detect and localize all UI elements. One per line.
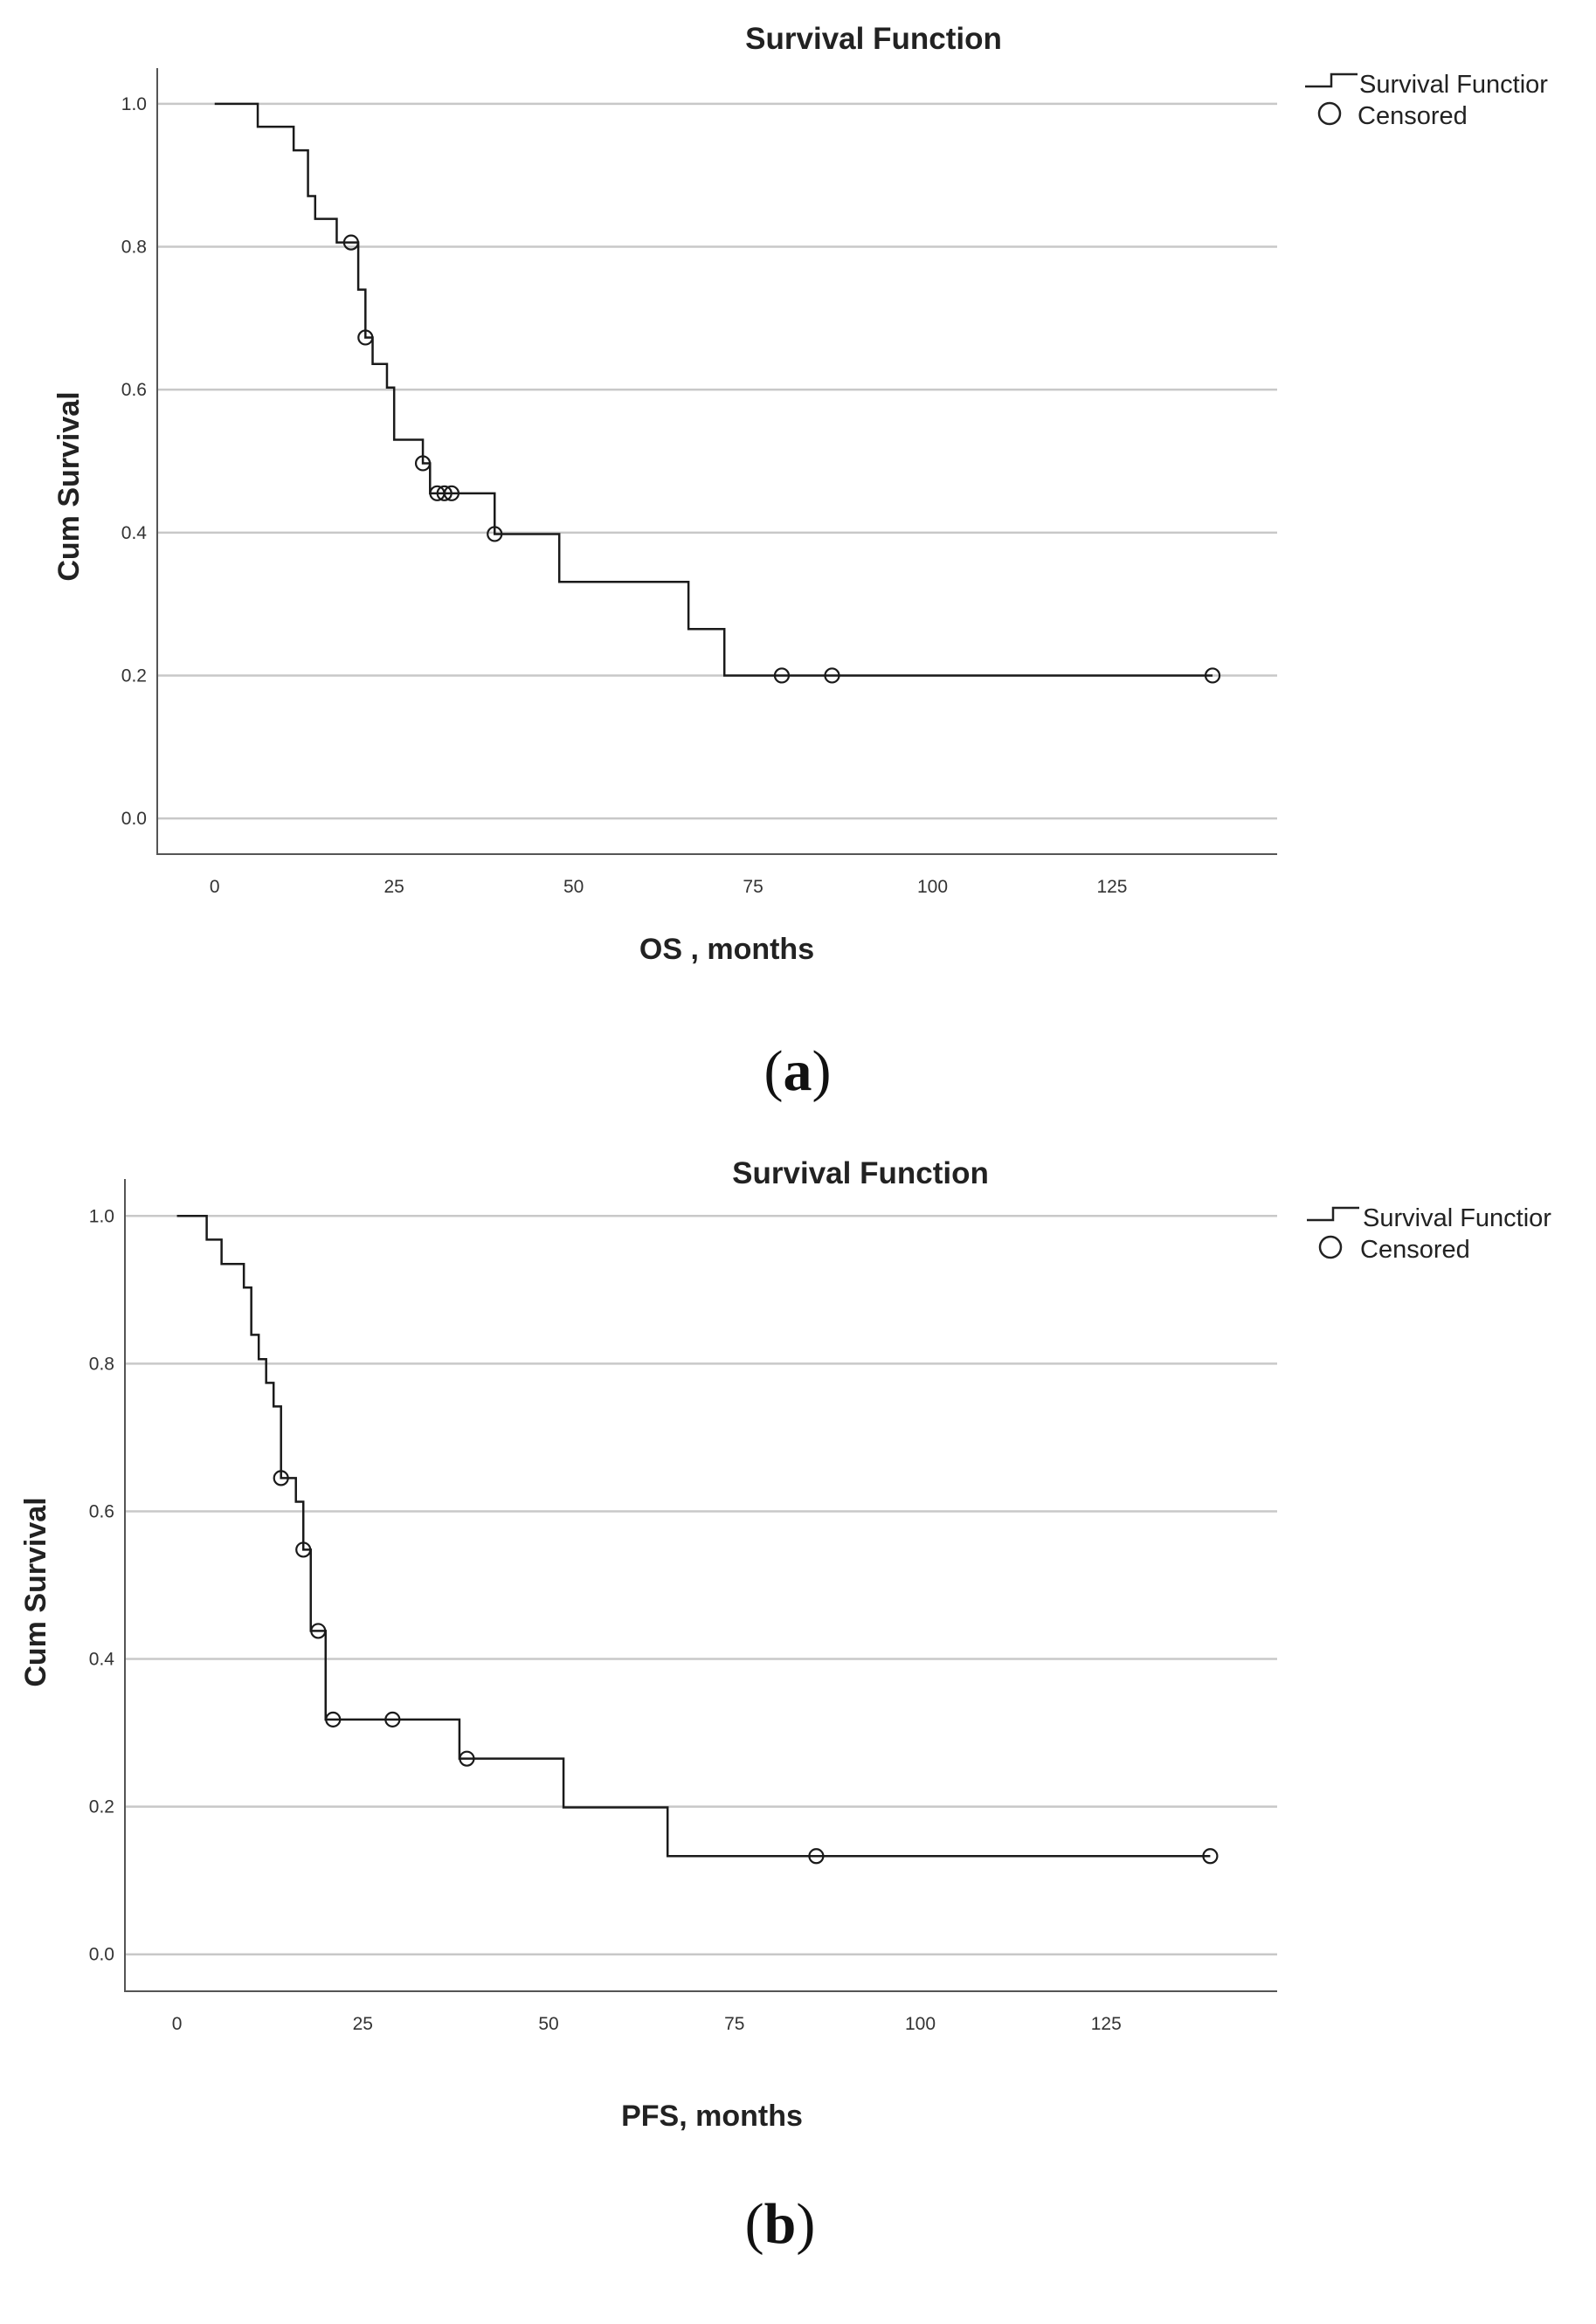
censored-point (342, 234, 359, 251)
y-tick-label: 0.6 (89, 1501, 114, 1521)
x-tick-label: 50 (538, 2014, 558, 2034)
y-tick-label: 0.0 (121, 809, 147, 829)
legend-label-survival: Survival Functior (1363, 1204, 1551, 1232)
y-tick-label: 0.2 (121, 665, 147, 686)
censored-point (773, 667, 791, 684)
legend: Survival Functior Censored (1307, 1204, 1551, 1264)
y-tick-labels: 0.0 0.2 0.4 0.6 0.8 1.0 (121, 94, 148, 829)
x-tick-label: 0 (210, 877, 220, 897)
censored-point (443, 485, 460, 501)
gridlines (157, 102, 1277, 820)
y-tick-label: 0.8 (121, 238, 147, 258)
y-axis-label: Cum Survival (52, 391, 86, 581)
legend-label-censored: Censored (1360, 1236, 1470, 1264)
x-tick-label: 125 (1096, 877, 1127, 897)
censored-point (310, 1623, 327, 1639)
y-tick-label: 0.6 (121, 380, 147, 400)
censored-point (824, 667, 840, 684)
censored-markers (342, 234, 1221, 684)
censored-point (414, 455, 432, 472)
x-tick-labels: 0 25 50 75 100 125 (210, 877, 1128, 897)
x-tick-label: 75 (724, 2014, 744, 2034)
y-tick-label: 1.0 (121, 94, 147, 114)
legend-label-censored: Censored (1358, 102, 1468, 130)
x-tick-label: 75 (743, 877, 763, 897)
censored-point (436, 485, 453, 501)
y-tick-labels: 0.0 0.2 0.4 0.6 0.8 1.0 (89, 1206, 115, 1964)
censored-point (459, 1750, 475, 1767)
x-tick-label: 125 (1091, 2014, 1122, 2034)
x-tick-label: 100 (905, 2014, 936, 2034)
axes-frame (156, 68, 1277, 855)
legend-circle-icon (1318, 1235, 1343, 1259)
gridlines (125, 1215, 1277, 1955)
censored-point (1202, 1848, 1219, 1865)
legend-label-survival: Survival Functior (1359, 71, 1548, 99)
axes-frame (124, 1179, 1277, 1992)
x-axis-label: OS , months (639, 933, 814, 966)
x-tick-label: 100 (917, 877, 948, 897)
y-tick-label: 0.4 (121, 523, 148, 543)
y-tick-label: 1.0 (89, 1206, 114, 1226)
panel-label-a: (a) (764, 1039, 832, 1103)
legend-line-icon (1305, 72, 1358, 88)
y-tick-label: 0.2 (89, 1797, 114, 1817)
censored-point (808, 1848, 825, 1865)
x-tick-label: 50 (563, 877, 584, 897)
censored-point (487, 526, 503, 542)
censored-point (1204, 667, 1221, 684)
x-tick-labels: 0 25 50 75 100 125 (172, 2014, 1122, 2034)
censored-point (325, 1711, 342, 1727)
censored-point (273, 1470, 289, 1486)
x-tick-label: 25 (353, 2014, 373, 2034)
censored-point (295, 1541, 312, 1558)
survival-curve (176, 1215, 1211, 1858)
x-axis-label: PFS, months (621, 2100, 803, 2133)
axis-frame (124, 1179, 1277, 1992)
x-tick-label: 0 (172, 2014, 183, 2034)
y-axis-label: Cum Survival (19, 1497, 52, 1686)
panel-label-b: (b) (745, 2192, 816, 2256)
chart-title: Survival Function (732, 1156, 989, 1190)
axis-frame (156, 68, 1277, 855)
legend-line-icon (1307, 1206, 1359, 1222)
y-tick-label: 0.4 (89, 1650, 115, 1670)
survival-step-line (214, 102, 1213, 677)
censored-point (357, 329, 374, 346)
chart-panel-a: Survival Function 0.0 0.2 0.4 0.6 0.8 1.0 0 25… (52, 22, 1548, 1103)
y-tick-label: 0.8 (89, 1354, 114, 1374)
x-tick-label: 25 (384, 877, 404, 897)
survival-curve (214, 102, 1213, 677)
legend-circle-icon (1317, 101, 1342, 126)
censored-markers (273, 1470, 1219, 1865)
chart-panel-b: Survival Function 0.0 0.2 0.4 0.6 0.8 1.0 0 25… (19, 1156, 1551, 2256)
chart-title: Survival Function (745, 22, 1002, 56)
censored-point (384, 1711, 401, 1727)
legend: Survival Functior Censored (1305, 71, 1548, 130)
survival-step-line (176, 1215, 1211, 1858)
y-tick-label: 0.0 (89, 1945, 114, 1965)
